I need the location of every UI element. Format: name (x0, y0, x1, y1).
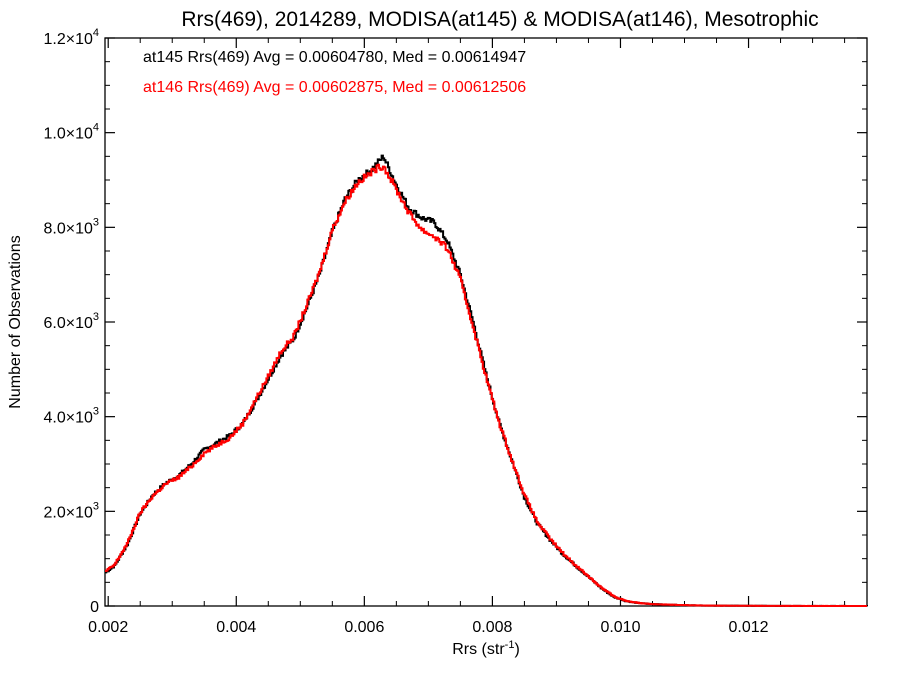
y-tick-label: 8.0×103 (43, 216, 99, 237)
x-tick-label: 0.010 (600, 619, 640, 636)
legend-at145: at145 Rrs(469) Avg = 0.00604780, Med = 0… (143, 49, 526, 66)
y-tick-label: 6.0×103 (43, 311, 99, 332)
y-tick-labels: 0 2.0×103 4.0×103 6.0×103 8.0×103 1.0×104 1.2×… (43, 27, 99, 616)
x-tick-label: 0.006 (344, 619, 384, 636)
chart-title: Rrs(469), 2014289, MODISA(at145) & MODIS… (181, 8, 818, 31)
y-axis-label: Number of Observations (7, 235, 24, 408)
plot-frame (104, 37, 868, 607)
x-tick-label: 0.002 (88, 619, 128, 636)
y-tick-label: 1.2×104 (43, 27, 99, 48)
series-line-at146 (105, 163, 867, 607)
x-tick-label: 0.008 (472, 619, 512, 636)
legend-at146: at146 Rrs(469) Avg = 0.00602875, Med = 0… (143, 79, 526, 96)
y-tick-label: 1.0×104 (43, 122, 99, 143)
y-tick-label: 0 (90, 599, 99, 616)
series-lines (105, 154, 868, 607)
x-axis-label: Rrs (str-1) (452, 639, 520, 658)
x-tick-label: 0.012 (729, 619, 769, 636)
x-tick-labels: 0.002 0.004 0.006 0.008 0.010 0.012 (88, 619, 768, 636)
axis-ticks (105, 37, 867, 607)
y-tick-label: 2.0×103 (43, 500, 99, 521)
x-tick-label: 0.004 (216, 619, 256, 636)
y-tick-label: 4.0×103 (43, 406, 99, 427)
